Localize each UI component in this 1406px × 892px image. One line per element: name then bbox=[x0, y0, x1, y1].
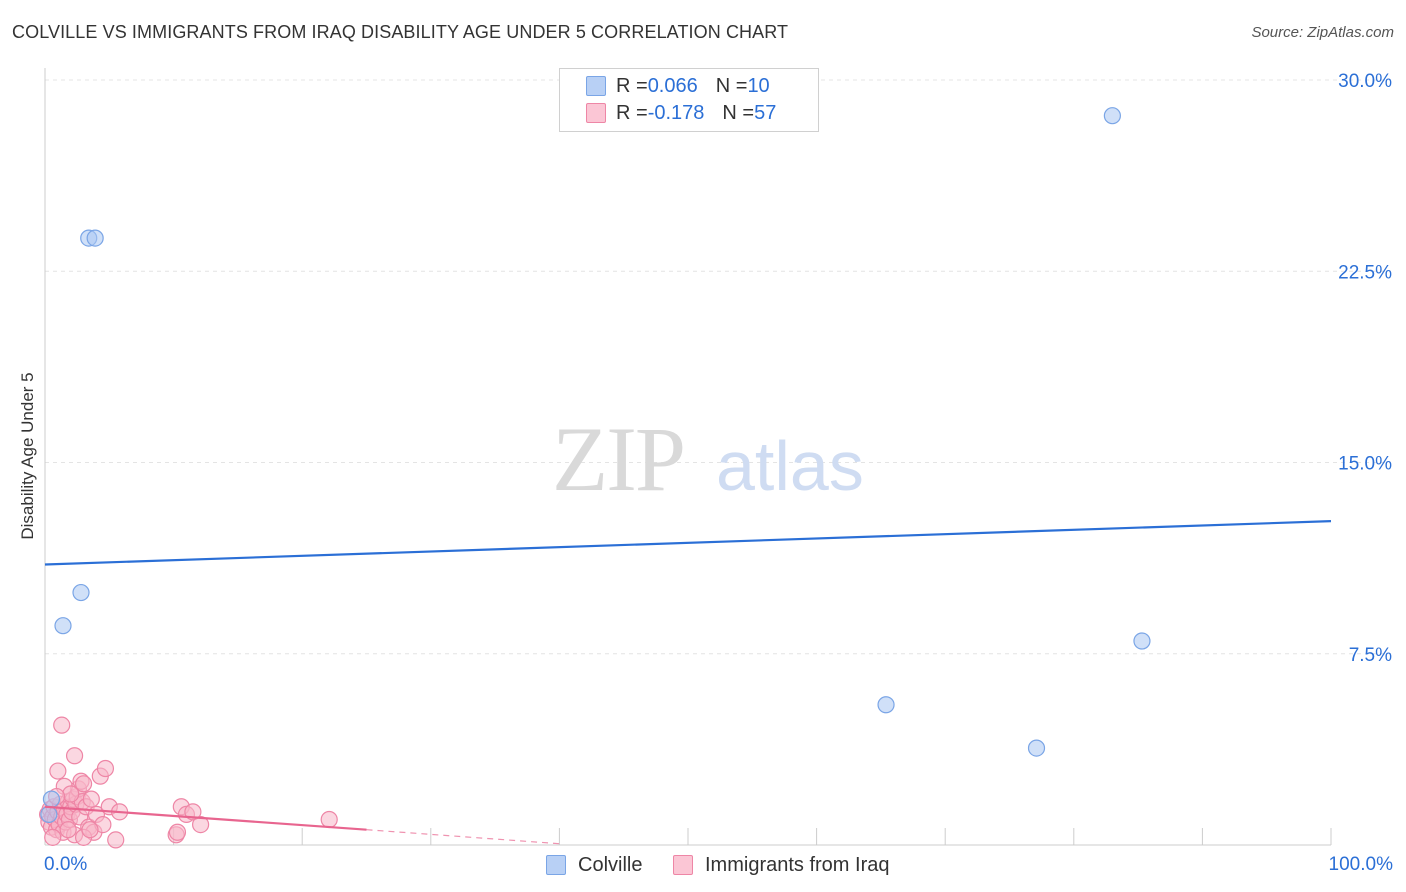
legend-swatch-pink bbox=[586, 103, 606, 123]
legend-r-label: R = bbox=[616, 101, 648, 124]
watermark: ZIP atlas bbox=[552, 408, 864, 510]
iraq-trend-line bbox=[44, 805, 367, 831]
colville-point bbox=[40, 805, 58, 824]
y-tick-label: 7.5% bbox=[1349, 645, 1392, 666]
colville-point bbox=[72, 583, 90, 602]
axes bbox=[44, 68, 1331, 846]
legend-n-label: N = bbox=[715, 74, 748, 97]
colville-point bbox=[1103, 107, 1121, 125]
bottom-legend-colville: Colville bbox=[546, 852, 642, 878]
source-label: Source: ZipAtlas.com bbox=[1251, 24, 1394, 41]
y-tick-label: 22.5% bbox=[1338, 262, 1392, 283]
colville-point bbox=[86, 229, 104, 247]
colville-trend-line bbox=[44, 520, 1332, 566]
bottom-legend-iraq: Immigrants from Iraq bbox=[673, 852, 889, 878]
bottom-legend-swatch-pink bbox=[673, 855, 693, 875]
gridlines bbox=[45, 79, 1391, 655]
bottom-legend-label-colville: Colville bbox=[578, 853, 643, 876]
legend-row-colville: R = 0.066 N = 10 bbox=[586, 74, 770, 98]
x-tick-labels: 0.0% 100.0% bbox=[44, 854, 1393, 875]
colville-point bbox=[877, 696, 895, 714]
y-tick-label: 15.0% bbox=[1338, 454, 1392, 475]
legend-r-value: -0.178 bbox=[647, 101, 705, 124]
y-tick-labels: 7.5% 15.0% 22.5% 30.0% bbox=[1338, 71, 1392, 666]
iraq-trend-extension bbox=[366, 829, 560, 845]
trend-lines bbox=[44, 520, 1332, 845]
legend-swatch-blue bbox=[586, 76, 606, 96]
iraq-point bbox=[82, 790, 100, 808]
legend-row-iraq: R = -0.178 N = 57 bbox=[586, 101, 776, 125]
colville-point bbox=[1027, 739, 1046, 757]
legend-r-label: R = bbox=[616, 74, 648, 97]
iraq-point bbox=[168, 823, 187, 841]
iraq-point bbox=[49, 762, 67, 780]
iraq-point bbox=[81, 821, 99, 839]
x-tick-label-max: 100.0% bbox=[1329, 854, 1394, 875]
legend-n-value: 57 bbox=[754, 101, 777, 124]
legend-n-value: 10 bbox=[747, 74, 770, 97]
iraq-point bbox=[65, 747, 84, 765]
iraq-point bbox=[184, 803, 202, 821]
colville-point bbox=[1133, 632, 1151, 650]
iraq-point bbox=[320, 810, 338, 829]
x-tick-label-min: 0.0% bbox=[44, 854, 87, 875]
legend-r-value: 0.066 bbox=[647, 74, 698, 97]
y-axis-label: Disability Age Under 5 bbox=[18, 372, 37, 539]
iraq-point bbox=[53, 716, 71, 734]
chart-title: COLVILLE VS IMMIGRANTS FROM IRAQ DISABIL… bbox=[12, 22, 789, 42]
x-ticks bbox=[173, 828, 1332, 845]
iraq-point bbox=[59, 821, 77, 839]
colville-point bbox=[54, 617, 72, 635]
y-tick-label: 30.0% bbox=[1338, 71, 1392, 92]
correlation-legend: R = 0.066 N = 10 R = -0.178 N = 57 bbox=[559, 68, 819, 132]
watermark-atlas: atlas bbox=[716, 427, 864, 505]
iraq-point bbox=[192, 815, 210, 834]
bottom-legend-label-iraq: Immigrants from Iraq bbox=[705, 853, 890, 876]
iraq-point bbox=[96, 759, 115, 778]
iraq-point bbox=[62, 785, 80, 803]
iraq-point bbox=[44, 828, 62, 846]
watermark-zip: ZIP bbox=[552, 408, 684, 510]
legend-n-label: N = bbox=[722, 101, 755, 124]
colville-point bbox=[42, 790, 61, 808]
iraq-point bbox=[74, 775, 93, 793]
bottom-legend-swatch-blue bbox=[546, 855, 566, 875]
iraq-point bbox=[107, 831, 125, 849]
